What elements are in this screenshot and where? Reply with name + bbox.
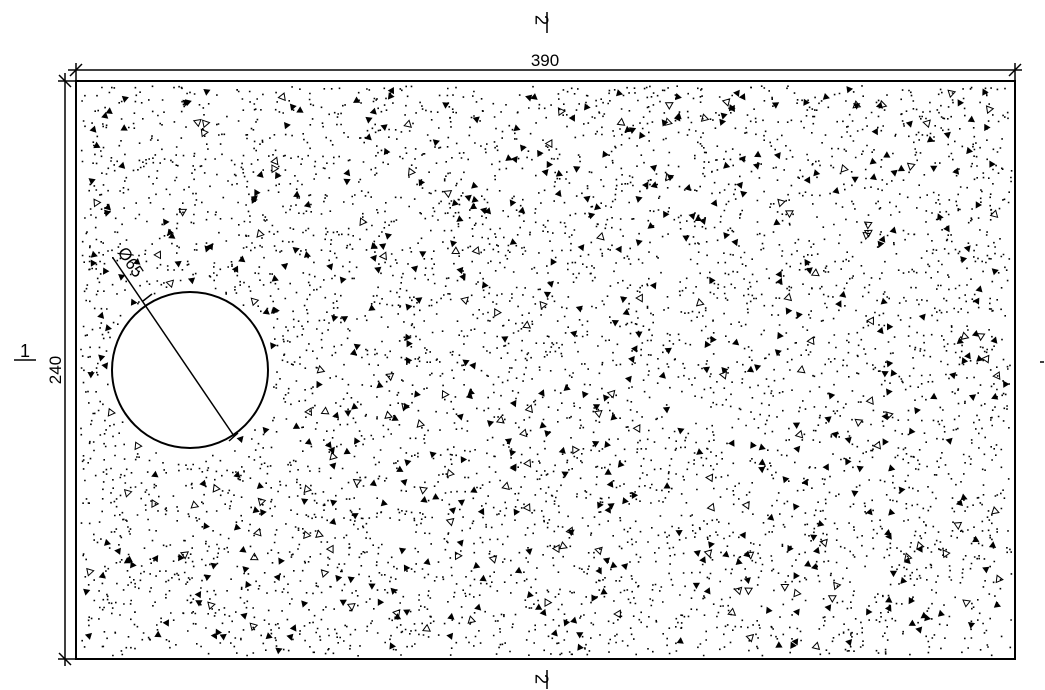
height-tick-top: [58, 74, 72, 88]
width-tick-right: [1008, 63, 1022, 77]
section-marker-top: 2: [531, 12, 551, 33]
section-label-top: 2: [531, 15, 551, 25]
section-label-bottom: 2: [531, 674, 551, 684]
height-tick-bottom: [58, 652, 72, 666]
section-marker-bottom: 2: [531, 670, 551, 689]
diameter-tick: [228, 432, 239, 442]
section-marker-left: 1: [14, 341, 36, 361]
height-dimension-label: 240: [46, 356, 65, 384]
concrete-hatch: [80, 85, 1013, 657]
section-label-left: 1: [20, 341, 30, 361]
hatch-aggregate-open: [86, 89, 1004, 651]
hatch-dots: [80, 85, 1013, 657]
width-dimension-label: 390: [531, 51, 559, 70]
concrete-outline: [75, 80, 1016, 660]
diameter-tick: [142, 293, 153, 302]
width-tick-left: [69, 63, 83, 77]
diameter-leader: [112, 257, 235, 437]
